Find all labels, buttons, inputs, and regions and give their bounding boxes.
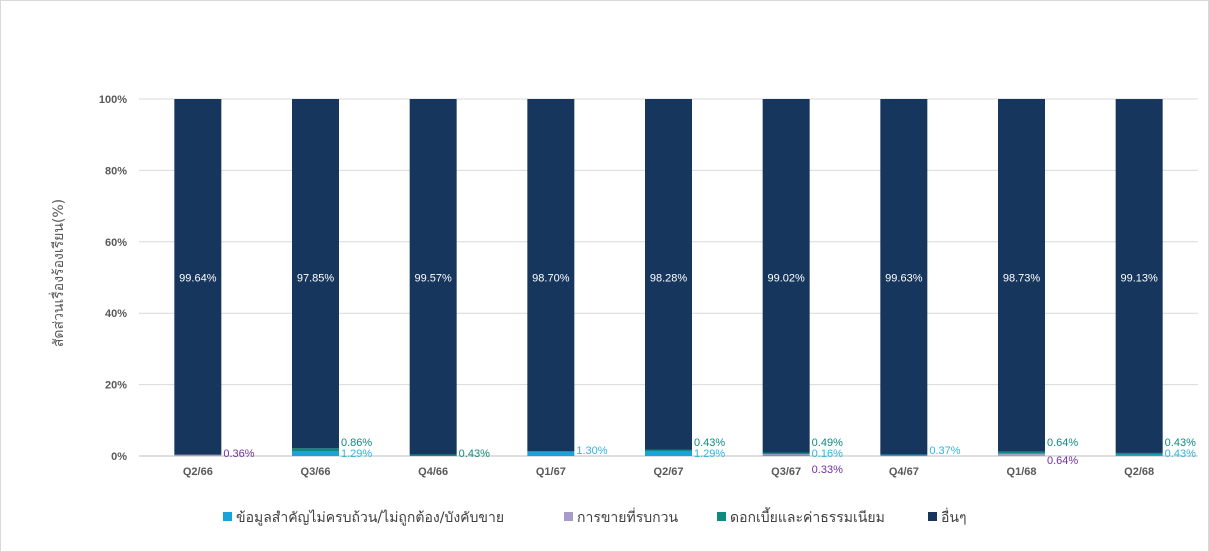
data-label: 1.30% (576, 445, 607, 457)
legend-entry: ข้อมูลสำคัญไม่ครบถ้วน/ไม่ถูกต้อง/บังคับข… (236, 509, 504, 526)
y-tick-label: 0% (111, 451, 127, 463)
y-tick-label: 80% (105, 165, 127, 177)
data-label: 0.49% (812, 437, 843, 449)
bar-segment (174, 99, 222, 455)
legend-swatch (564, 512, 573, 521)
data-label: 98.28% (650, 273, 688, 285)
bar-segment (880, 99, 928, 455)
data-label: 98.70% (532, 273, 570, 285)
bars (174, 98, 1163, 456)
data-label: 0.36% (223, 448, 254, 460)
bar-segment (1115, 454, 1163, 456)
data-label: 1.29% (341, 448, 372, 460)
bar-segment (998, 451, 1045, 454)
bar-segment (762, 452, 810, 455)
bar-segment (292, 448, 339, 452)
x-tick-label: Q3/66 (301, 466, 331, 478)
bar-segment (292, 99, 339, 449)
bar-segment (174, 454, 222, 456)
data-label: 99.13% (1121, 273, 1159, 285)
y-tick-label: 40% (105, 308, 127, 320)
data-label: 99.64% (179, 273, 217, 285)
bar-segment (762, 455, 810, 456)
bar-segment (880, 454, 928, 456)
bar-segment (645, 449, 692, 452)
legend-swatch (717, 512, 726, 521)
y-tick-label: 100% (99, 94, 127, 106)
bar-segment (409, 454, 457, 456)
data-label: 99.02% (768, 273, 806, 285)
y-tick-label: 20% (105, 380, 127, 392)
x-tick-label: Q4/67 (889, 466, 919, 478)
bar-segment (527, 451, 575, 456)
data-labels: 99.64%0.36%97.85%0.86%1.29%99.57%0.43%98… (179, 273, 1196, 477)
bar-segment (762, 454, 810, 456)
x-tick-label: Q1/67 (536, 466, 566, 478)
legend-entry: ดอกเบี้ยและค่าธรรมเนียม (730, 507, 885, 526)
data-label: 0.64% (1047, 455, 1078, 467)
bar-segment (1115, 452, 1163, 455)
x-tick-label: Q2/68 (1124, 466, 1154, 478)
y-axis-title: สัดส่วนเรื่องร้องเรียน(%) (49, 199, 67, 347)
legend-swatch (928, 512, 937, 521)
bar-segment (998, 453, 1045, 456)
legend-entry: อื่นๆ (941, 508, 967, 526)
bar-segment (762, 99, 810, 453)
legend: ข้อมูลสำคัญไม่ครบถ้วน/ไม่ถูกต้อง/บังคับข… (223, 507, 967, 526)
data-label: 99.57% (415, 273, 453, 285)
data-label: 0.64% (1047, 437, 1078, 449)
data-label: 0.37% (929, 445, 960, 457)
data-label: 0.43% (1165, 437, 1196, 449)
bar-segment (1115, 99, 1163, 453)
data-label: 0.43% (694, 437, 725, 449)
x-tick-label: Q1/68 (1007, 466, 1037, 478)
bar-segment (527, 99, 575, 452)
data-label: 97.85% (297, 273, 335, 285)
data-label: 0.43% (459, 448, 490, 460)
bar-segment (645, 99, 692, 450)
data-label: 0.43% (1165, 448, 1196, 460)
bar-segment (645, 451, 692, 456)
x-tick-label: Q3/67 (771, 466, 801, 478)
data-label: 0.16% (812, 448, 843, 460)
bar-segment (409, 99, 457, 455)
legend-entry: การขายที่รบกวน (577, 508, 678, 526)
data-label: 1.29% (694, 448, 725, 460)
bar-segment (998, 98, 1045, 452)
x-tick-label: Q4/66 (418, 466, 448, 478)
y-axis-ticks: 0% 20% 40% 60% 80% 100% (99, 94, 127, 463)
data-label: 0.86% (341, 437, 372, 449)
bar-segment (292, 451, 339, 456)
x-axis-ticks: Q2/66 Q3/66 Q4/66 Q1/67 Q2/67 Q3/67 Q4/67 Q1/68… (183, 466, 1154, 478)
data-label: 99.63% (885, 273, 923, 285)
data-label: 0.33% (812, 464, 843, 476)
data-label: 98.73% (1003, 273, 1041, 285)
y-tick-label: 60% (105, 237, 127, 249)
x-tick-label: Q2/67 (654, 466, 684, 478)
x-tick-label: Q2/66 (183, 466, 213, 478)
legend-swatch (223, 512, 232, 521)
